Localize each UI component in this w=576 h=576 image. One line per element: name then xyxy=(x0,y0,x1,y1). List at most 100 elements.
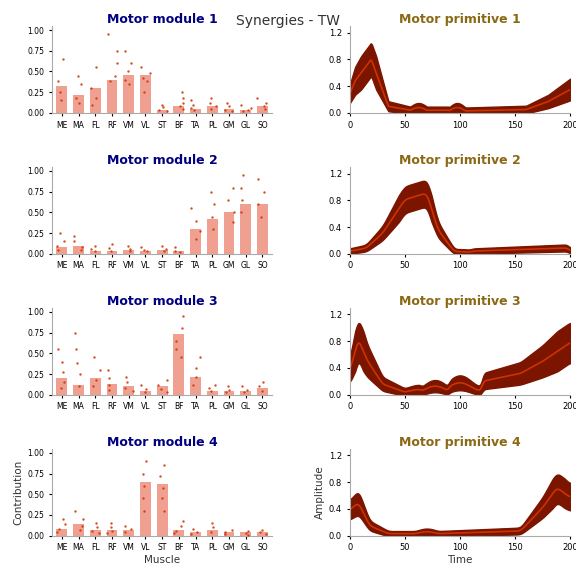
Point xyxy=(70,231,79,240)
Bar xyxy=(207,219,218,254)
Point xyxy=(107,239,116,248)
Point xyxy=(112,59,122,68)
Bar xyxy=(107,530,118,536)
Point xyxy=(207,518,217,528)
Point xyxy=(222,98,232,108)
Point xyxy=(92,523,101,532)
Bar xyxy=(223,213,234,254)
Point xyxy=(104,365,113,374)
Point xyxy=(78,242,87,252)
Point xyxy=(221,105,230,114)
Point xyxy=(86,84,96,93)
Point xyxy=(189,380,198,389)
Bar xyxy=(123,386,134,395)
Point xyxy=(89,353,98,362)
Point xyxy=(209,199,218,209)
Point xyxy=(104,385,113,395)
Point xyxy=(75,369,85,378)
Point xyxy=(236,208,245,217)
Point xyxy=(208,225,217,234)
Point xyxy=(70,328,79,337)
Point xyxy=(137,380,146,389)
Point xyxy=(159,506,168,516)
Bar xyxy=(257,532,268,536)
Point xyxy=(60,378,69,387)
Point xyxy=(55,88,65,97)
Point xyxy=(179,104,188,113)
Point xyxy=(227,525,236,535)
Point xyxy=(74,71,83,80)
Point xyxy=(126,59,135,68)
Point xyxy=(162,107,172,116)
Point xyxy=(161,244,170,253)
Point xyxy=(78,521,87,530)
Point xyxy=(103,529,112,538)
Bar xyxy=(73,94,84,113)
Point xyxy=(121,372,130,381)
Point xyxy=(138,469,147,478)
Point xyxy=(206,98,215,108)
Point xyxy=(56,96,65,105)
Point xyxy=(90,241,100,250)
Point xyxy=(229,208,238,217)
Point xyxy=(128,387,137,396)
Point xyxy=(105,380,114,389)
Point xyxy=(228,107,237,116)
Point xyxy=(123,67,132,76)
X-axis label: Muscle: Muscle xyxy=(144,555,180,565)
Point xyxy=(73,359,82,368)
Point xyxy=(171,242,180,252)
Point xyxy=(187,529,196,539)
Point xyxy=(261,98,270,108)
Title: Motor primitive 2: Motor primitive 2 xyxy=(399,154,521,167)
Bar xyxy=(140,391,151,395)
Point xyxy=(71,93,80,103)
Bar xyxy=(90,88,101,113)
Point xyxy=(103,29,112,39)
Point xyxy=(52,241,62,250)
Point xyxy=(260,104,270,113)
Point xyxy=(60,520,70,529)
Point xyxy=(238,170,247,180)
Bar xyxy=(90,530,101,536)
Point xyxy=(175,102,184,111)
Point xyxy=(53,344,62,354)
Bar xyxy=(56,378,67,395)
Title: Motor primitive 3: Motor primitive 3 xyxy=(399,295,521,308)
Point xyxy=(142,457,151,466)
Bar xyxy=(56,247,67,254)
Point xyxy=(237,100,246,109)
Point xyxy=(92,518,101,528)
Point xyxy=(158,483,168,492)
Point xyxy=(222,388,231,397)
Point xyxy=(229,218,238,227)
Point xyxy=(243,530,252,540)
Point xyxy=(104,244,113,253)
Point xyxy=(261,529,270,539)
Point xyxy=(223,195,233,204)
Bar xyxy=(223,391,234,395)
Text: Synergies - TW: Synergies - TW xyxy=(236,14,340,28)
Bar xyxy=(240,532,251,536)
Point xyxy=(176,353,185,362)
Point xyxy=(125,244,134,253)
Bar xyxy=(107,251,118,254)
Point xyxy=(239,388,248,397)
Point xyxy=(120,75,130,84)
Point xyxy=(123,241,132,250)
Bar xyxy=(140,482,151,536)
Point xyxy=(58,357,67,366)
Point xyxy=(142,77,151,86)
Point xyxy=(54,245,63,254)
Point xyxy=(108,526,117,535)
Y-axis label: Contribution: Contribution xyxy=(13,460,23,525)
Bar xyxy=(257,107,268,113)
Bar xyxy=(140,251,151,254)
Point xyxy=(88,100,97,109)
Point xyxy=(107,518,116,528)
Bar xyxy=(240,204,251,254)
Point xyxy=(162,375,172,384)
Bar xyxy=(207,530,218,536)
Y-axis label: Amplitude: Amplitude xyxy=(314,465,325,519)
Bar xyxy=(190,109,201,113)
